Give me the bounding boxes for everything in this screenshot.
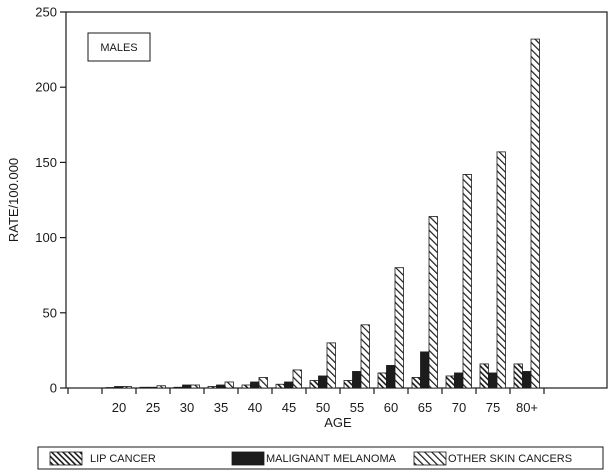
legend-label-malignant-melanoma: MALIGNANT MELANOMA [266, 453, 397, 465]
x-tick-label: 60 [384, 400, 398, 415]
bar-lip-cancer [309, 380, 319, 389]
bar-other-skin-cancers [292, 369, 302, 389]
bar-other-skin-cancers [360, 324, 370, 389]
x-axis-title: AGE [324, 415, 352, 430]
legend-frame [37, 446, 604, 470]
y-tick-label: 50 [43, 305, 57, 320]
bar-malignant-melanoma [250, 381, 260, 389]
bar-other-skin-cancers [258, 377, 268, 389]
y-axis: 0 50 100 150 200 250 [35, 5, 66, 396]
bar-lip-cancer [139, 386, 149, 389]
bar-malignant-melanoma [420, 351, 430, 389]
x-tick-label: 65 [418, 400, 432, 415]
bar-other-skin-cancers [122, 386, 132, 389]
y-tick-label: 200 [35, 80, 57, 95]
x-tick-label: 40 [248, 400, 262, 415]
x-tick-label: 20 [112, 400, 126, 415]
legend-item-lip-cancer: LIP CANCER [49, 451, 156, 466]
y-tick-label: 0 [50, 381, 57, 396]
bar-lip-cancer [343, 380, 353, 389]
y-tick-label: 250 [35, 5, 57, 20]
bar-other-skin-cancers [224, 381, 234, 389]
x-tick-label: 30 [180, 400, 194, 415]
bar-malignant-melanoma [488, 372, 498, 389]
bar-malignant-melanoma [114, 386, 124, 389]
x-tick-label: 25 [146, 400, 160, 415]
bar-malignant-melanoma [284, 381, 294, 389]
bar-group [105, 38, 540, 389]
bar-other-skin-cancers [326, 342, 336, 389]
bar-malignant-melanoma [386, 365, 396, 389]
bar-lip-cancer [513, 363, 523, 389]
bar-other-skin-cancers [428, 216, 438, 389]
bar-malignant-melanoma [216, 384, 226, 389]
bar-other-skin-cancers [156, 385, 166, 389]
bar-malignant-melanoma [352, 371, 362, 389]
bar-lip-cancer [377, 372, 387, 389]
bar-lip-cancer [445, 375, 455, 389]
bar-lip-cancer [173, 386, 183, 389]
bar-lip-cancer [241, 384, 251, 389]
legend-label-lip-cancer: LIP CANCER [90, 453, 156, 465]
legend: LIP CANCER MALIGNANT MELANOMA OTHER SKIN… [37, 446, 604, 470]
x-tick-label: 70 [452, 400, 466, 415]
x-tick-label: 80+ [516, 400, 538, 415]
bar-lip-cancer [275, 383, 285, 389]
x-tick-label: 35 [214, 400, 228, 415]
y-tick-label: 100 [35, 230, 57, 245]
legend-item-malignant-melanoma: MALIGNANT MELANOMA [231, 451, 397, 466]
legend-swatch-other-skin-cancers [413, 451, 447, 466]
bar-malignant-melanoma [182, 384, 192, 389]
panel-label: MALES [100, 42, 137, 54]
legend-swatch-malignant-melanoma [231, 451, 265, 466]
bar-lip-cancer [479, 363, 489, 389]
legend-item-other-skin-cancers: OTHER SKIN CANCERS [413, 451, 572, 466]
bar-other-skin-cancers [530, 38, 540, 389]
panel-label-box: MALES [87, 32, 151, 62]
bar-malignant-melanoma [318, 375, 328, 389]
bar-lip-cancer [411, 377, 421, 389]
bar-other-skin-cancers [394, 267, 404, 389]
bar-other-skin-cancers [190, 384, 200, 389]
x-axis: 20 25 30 35 40 45 50 55 60 65 70 75 80+ [67, 388, 545, 415]
bar-malignant-melanoma [454, 372, 464, 389]
bar-lip-cancer [105, 387, 115, 389]
x-tick-label: 50 [316, 400, 330, 415]
y-axis-title: RATE/100.000 [6, 158, 21, 242]
x-tick-label: 45 [282, 400, 296, 415]
legend-label-other-skin-cancers: OTHER SKIN CANCERS [448, 453, 572, 465]
plot-frame [65, 11, 608, 389]
y-tick-label: 150 [35, 155, 57, 170]
bar-malignant-melanoma [522, 371, 532, 389]
bar-malignant-melanoma [148, 386, 158, 389]
bar-other-skin-cancers [496, 151, 506, 389]
x-tick-label: 55 [350, 400, 364, 415]
x-tick-label: 75 [486, 400, 500, 415]
legend-swatch-lip-cancer [49, 451, 83, 466]
bar-other-skin-cancers [462, 174, 472, 389]
bar-lip-cancer [207, 386, 217, 389]
